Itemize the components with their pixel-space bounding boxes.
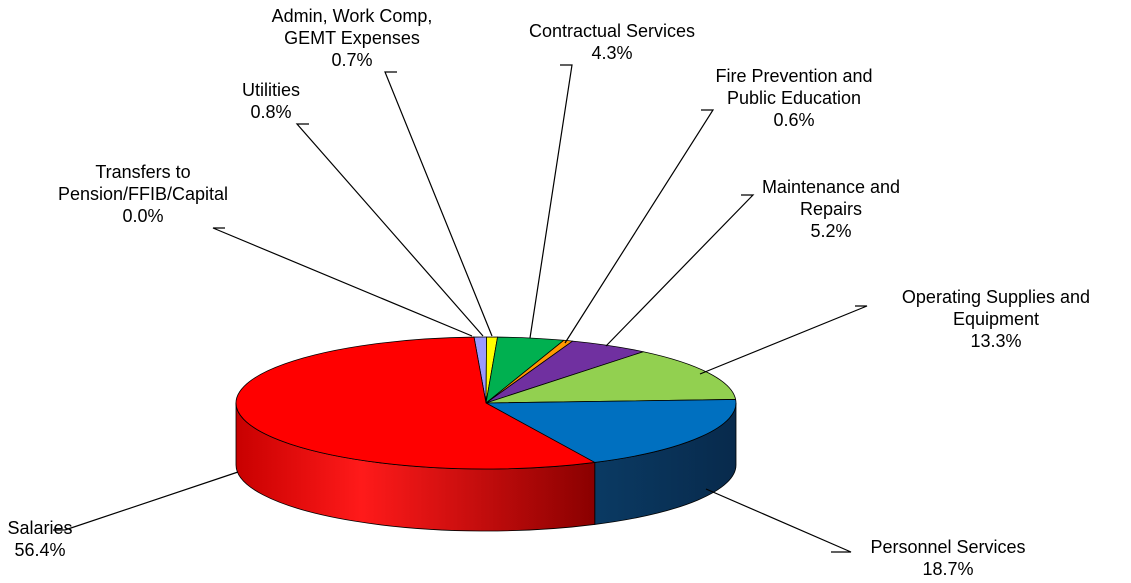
leader-line [564, 109, 715, 344]
slice-label: Fire Prevention and Public Education 0.6% [715, 66, 872, 130]
leader-line [529, 64, 573, 339]
slice-label: Salaries 56.4% [7, 518, 72, 560]
leader-lines [53, 64, 868, 553]
leader-line [53, 471, 239, 531]
pie-tops [235, 336, 737, 470]
slice-label: Operating Supplies and Equipment 13.3% [902, 287, 1090, 351]
slice-labels: Transfers to Pension/FFIB/Capital 0.0% Util… [7, 6, 1090, 579]
slice-label: Admin, Work Comp, GEMT Expenses 0.7% [272, 6, 433, 70]
leader-line [605, 194, 755, 347]
slice-top [235, 336, 596, 470]
slice-label: Contractual Services 4.3% [529, 21, 695, 63]
leader-line [212, 227, 473, 337]
leader-line [384, 71, 493, 337]
slice-label: Personnel Services 18.7% [870, 537, 1025, 579]
slice-label: Utilities 0.8% [242, 80, 300, 122]
slice-top [485, 351, 737, 404]
leader-line [705, 488, 852, 553]
slice-label: Maintenance and Repairs 5.2% [762, 177, 900, 241]
leader-line [295, 123, 484, 337]
slice-top [485, 399, 737, 463]
leader-line [699, 305, 868, 375]
slice-label: Transfers to Pension/FFIB/Capital 0.0% [58, 162, 228, 226]
